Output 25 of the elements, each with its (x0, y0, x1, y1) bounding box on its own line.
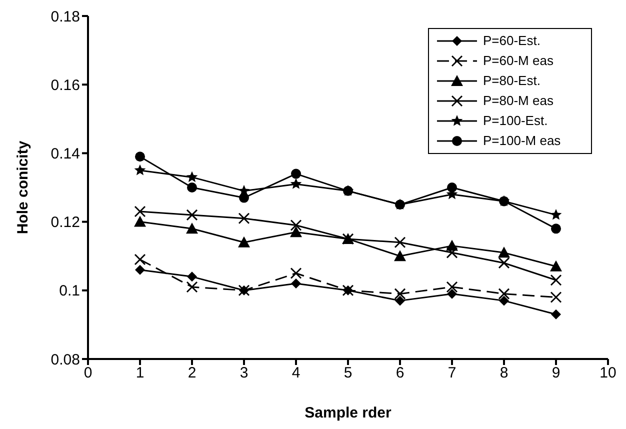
y-tick-label: 0.16 (50, 76, 80, 94)
legend-label: P=100-Est. (483, 112, 548, 130)
x-tick-label: 10 (600, 364, 616, 382)
y-tick-label: 0.1 (59, 282, 80, 300)
y-tick-label: 0.14 (50, 146, 80, 163)
x-tick-label: 3 (240, 364, 248, 382)
x-tick-label: 4 (292, 364, 300, 382)
x-tick-label: 1 (136, 364, 144, 382)
x-tick-label: 0 (84, 364, 92, 382)
y-tick-label: 0.18 (50, 8, 80, 26)
legend-label: P=60-Est. (483, 32, 540, 50)
x-tick-label: 2 (188, 364, 196, 382)
x-tick-label: 7 (448, 364, 456, 382)
legend-label: P=80-Est. (483, 72, 540, 90)
legend-label: P=100-M eas (483, 132, 561, 150)
x-axis-title: Sample rder (304, 404, 392, 422)
y-tick-label: 0.12 (50, 214, 80, 232)
y-tick-label: 0.08 (50, 351, 80, 368)
x-tick-label: 9 (552, 364, 560, 382)
legend-label: P=60-M eas (483, 52, 554, 70)
x-tick-label: 8 (500, 364, 508, 382)
legend-label: P=80-M eas (483, 92, 554, 110)
x-tick-label: 6 (396, 364, 404, 382)
y-axis-title: Hole conicity (14, 140, 32, 234)
x-tick-label: 5 (344, 364, 352, 382)
